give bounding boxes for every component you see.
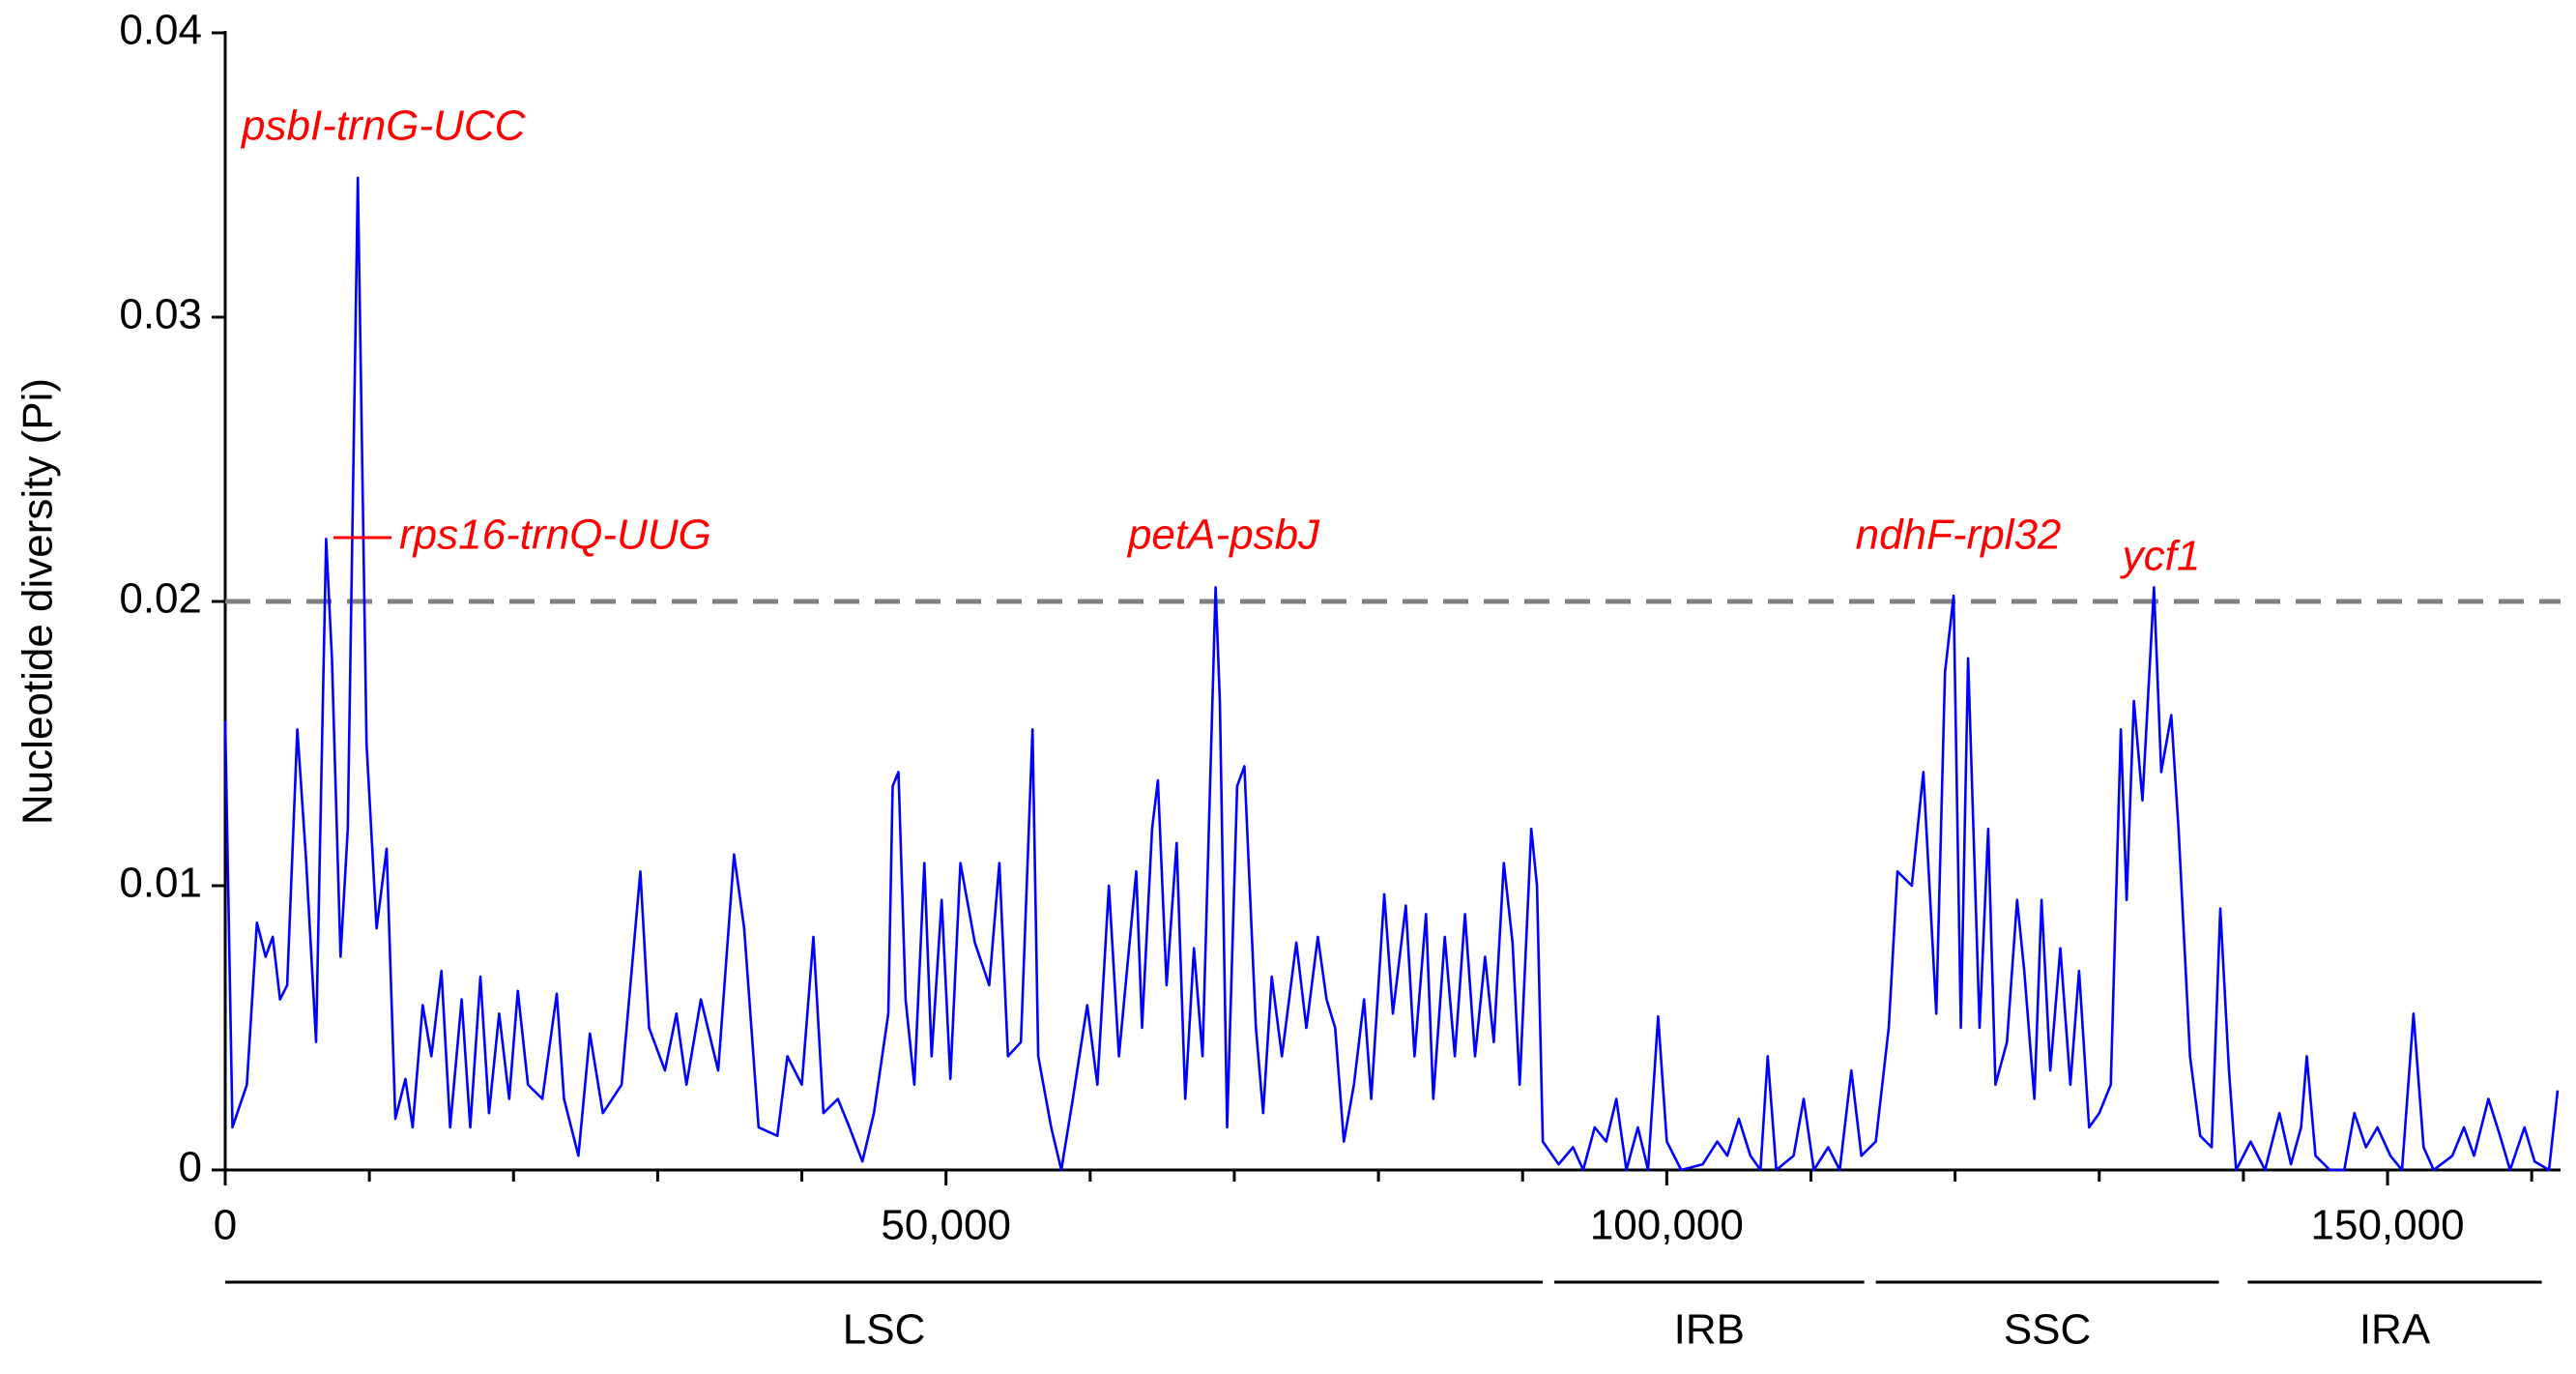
region-label: LSC [843,1306,926,1354]
y-tick-label: 0.04 [119,7,202,54]
annotation: ndhF-rpl32 [1856,512,2062,559]
y-tick-label: 0 [179,1144,202,1191]
y-tick-label: 0.02 [119,575,202,623]
region-label: SSC [2004,1306,2091,1354]
diversity-line [223,176,2560,1172]
region-label: IRA [2359,1306,2431,1354]
annotation: psbI-trnG-UCC [240,102,527,150]
region-label: IRB [1674,1306,1745,1354]
annotation: rps16-trnQ-UUG [399,512,711,559]
y-tick-label: 0.03 [119,291,202,338]
x-tick-label: 150,000 [2311,1202,2465,1249]
x-tick-label: 50,000 [881,1202,1011,1249]
x-tick-label: 0 [214,1202,237,1249]
y-tick-label: 0.01 [119,860,202,907]
annotation: petA-psbJ [1126,512,1320,559]
y-axis-label: Nucleotide diversity (Pi) [14,378,62,825]
x-tick-label: 100,000 [1590,1202,1744,1249]
annotation: ycf1 [2120,533,2201,580]
